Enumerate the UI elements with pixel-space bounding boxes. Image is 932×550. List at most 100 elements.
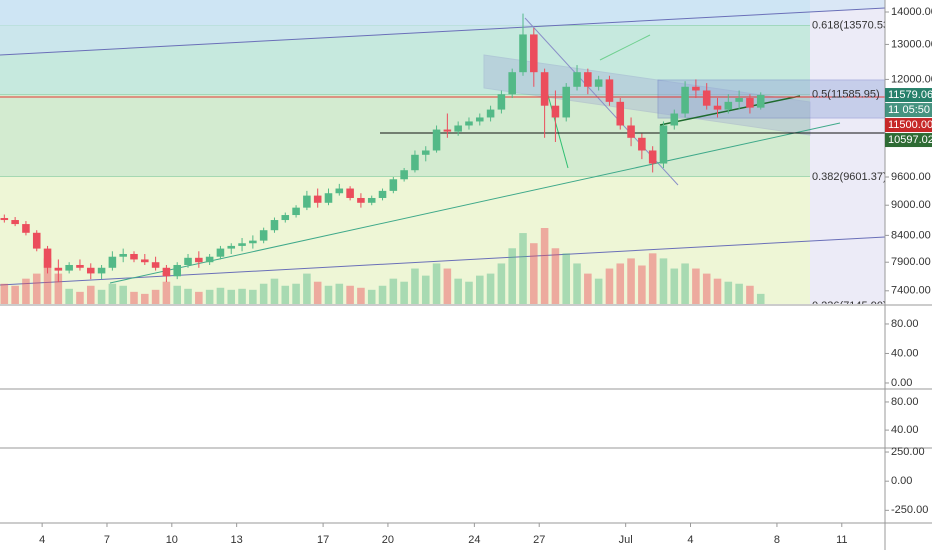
future-area (810, 0, 885, 304)
candle-body (400, 170, 408, 180)
volume-bar (702, 273, 711, 304)
volume-bar (22, 278, 30, 304)
band-fill (0, 409, 885, 437)
y-tick-label: 80.00 (891, 396, 919, 408)
volume-bar (205, 289, 214, 304)
volume-bar (692, 268, 700, 304)
y-tick-label: 12000.00 (891, 73, 932, 85)
y-tick-label: 9600.00 (891, 171, 931, 183)
fib-label: 0.382(9601.37) (812, 171, 887, 183)
x-tick-label: 10 (166, 534, 178, 546)
volume-bar (594, 278, 603, 304)
x-tick-label: Jul (619, 534, 633, 546)
candle-body (216, 248, 225, 257)
volume-bar (32, 273, 41, 304)
y-tick-label: 40.00 (891, 424, 919, 436)
price-tag: 10597.02 (888, 134, 932, 146)
volume-bar (173, 285, 181, 304)
trend-line (109, 122, 841, 284)
x-tick-label: 24 (468, 534, 480, 546)
price-tag: 11579.06 (888, 89, 932, 101)
volume-bar (292, 283, 300, 304)
band-fill (0, 470, 885, 493)
volume-bar (432, 263, 441, 304)
volume-bar (227, 289, 236, 304)
candle-body (270, 220, 279, 231)
candle-body (594, 79, 603, 87)
volume-bar (756, 293, 765, 304)
price-tag-bg (885, 133, 932, 148)
volume-bar (270, 278, 279, 304)
volume-bar (43, 258, 52, 304)
y-tick-label: 250.00 (891, 446, 925, 458)
volume-bar (616, 263, 625, 304)
candle-body (681, 86, 689, 114)
volume-bar (465, 281, 473, 304)
candle-body (357, 197, 365, 203)
candle-body (530, 34, 538, 73)
volume-bar (648, 253, 657, 304)
candle-body (627, 125, 635, 138)
volume-bar (65, 288, 73, 304)
y-tick-label: 40.00 (891, 347, 919, 359)
candle-body (151, 262, 160, 268)
volume-bar (346, 285, 354, 304)
candle-body (259, 230, 268, 241)
volume-bar (713, 278, 722, 304)
band-fill (0, 324, 885, 368)
x-tick-label: 13 (231, 534, 243, 546)
candle-body (292, 207, 300, 216)
volume-bar (497, 263, 506, 304)
x-tick-label: 11 (836, 534, 847, 546)
trend-line (0, 236, 885, 286)
volume-bar (659, 258, 668, 304)
candle-body (702, 90, 711, 106)
candle-body (65, 264, 73, 271)
volume-bar (259, 283, 268, 304)
candle-body (540, 72, 549, 106)
y-tick-label: 13000.00 (891, 38, 932, 50)
volume-bar (443, 268, 452, 304)
candle-body (692, 86, 700, 91)
volume-bar (638, 265, 646, 304)
volume-bar (627, 258, 635, 304)
candle-body (378, 190, 387, 198)
price-tag: 11500.00 (888, 119, 932, 131)
candle-body (367, 197, 376, 203)
candle-body (508, 72, 516, 95)
countdown: 11 05:50 (888, 104, 930, 116)
volume-bar (0, 283, 9, 304)
candle-body (130, 253, 138, 260)
volume-bar (162, 281, 171, 304)
volume-bar (519, 233, 527, 304)
candle-body (86, 267, 95, 274)
x-tick-label: 8 (774, 534, 780, 546)
x-tick-label: 7 (104, 534, 110, 546)
volume-bar (324, 285, 333, 304)
candle-body (659, 125, 668, 164)
candle-body (713, 105, 722, 110)
candle-body (32, 232, 41, 249)
y-tick-label: 7400.00 (891, 285, 931, 297)
fib-label: 0.618(13570.53) (812, 20, 893, 32)
candle-body (119, 253, 127, 257)
countdown-bg (885, 103, 932, 118)
candle-body (616, 101, 625, 126)
volume-bar (735, 283, 743, 304)
volume-bar (486, 273, 495, 304)
price-tag-bg (885, 118, 932, 133)
candle-body (227, 245, 236, 249)
y-tick-label: 8400.00 (891, 229, 931, 241)
volume-bar (411, 268, 419, 304)
stoch-line (4, 313, 760, 379)
y-tick-label: 14000.00 (891, 6, 932, 18)
candle-body (638, 137, 646, 151)
candle-body (454, 125, 462, 132)
candle-body (238, 243, 246, 246)
volume-bar (335, 283, 344, 304)
volume-bar (357, 287, 365, 304)
volume-bar (184, 288, 192, 304)
candle-body (551, 105, 560, 118)
volume-bar (605, 268, 614, 304)
